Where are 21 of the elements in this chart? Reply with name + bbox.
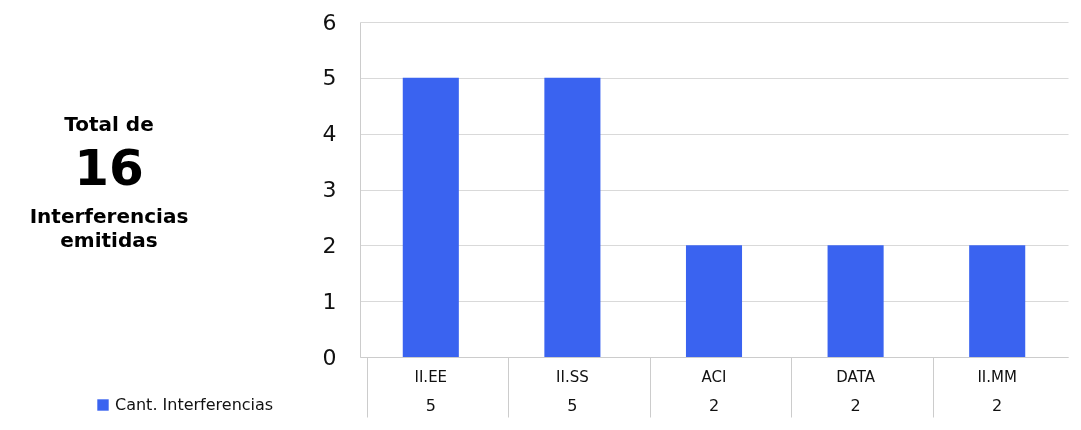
y-tick-label: 3 <box>322 177 337 202</box>
y-tick-label: 2 <box>322 232 337 258</box>
y-tick-label: 6 <box>322 9 337 35</box>
y-tick-label: 0 <box>322 344 337 370</box>
x-tick-label: DATA <box>836 367 876 386</box>
x-tick-label: II.EE <box>414 367 448 386</box>
text: Interferencias emitidas <box>28 204 190 252</box>
data-label: 5 <box>425 396 436 415</box>
data-label: 2 <box>850 396 861 415</box>
data-label: 2 <box>708 396 720 415</box>
x-tick-label: II.MM <box>977 367 1017 386</box>
y-tick-label: 4 <box>322 121 337 147</box>
text: Total de <box>63 112 155 136</box>
y-tick-label: 5 <box>322 65 337 91</box>
y-tick-label: 1 <box>322 288 337 314</box>
data-label: 2 <box>992 396 1003 415</box>
text: 16 <box>73 138 145 198</box>
x-tick-label: ACI <box>701 367 727 386</box>
data-label: 5 <box>567 396 578 415</box>
legend-label: Cant. Interferencias <box>115 395 274 414</box>
x-tick-label: II.SS <box>556 367 589 386</box>
